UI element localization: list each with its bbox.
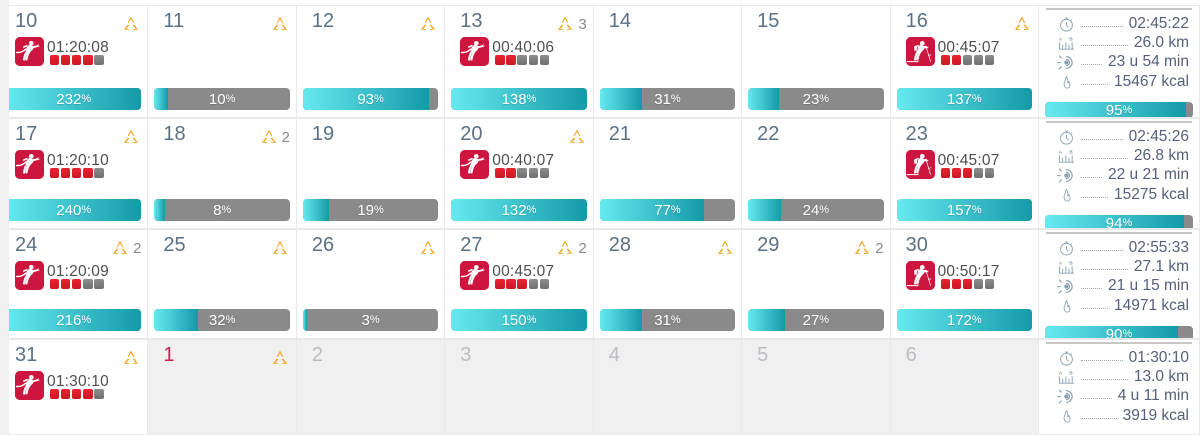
svg-text:B: B xyxy=(1069,36,1073,41)
svg-text:A: A xyxy=(1058,149,1062,154)
svg-text:A: A xyxy=(1058,260,1062,265)
svg-text:B: B xyxy=(1069,370,1073,375)
svg-text:B: B xyxy=(1069,149,1073,154)
svg-text:B: B xyxy=(1069,260,1073,265)
svg-text:A: A xyxy=(1058,370,1062,375)
svg-text:A: A xyxy=(1058,36,1062,41)
